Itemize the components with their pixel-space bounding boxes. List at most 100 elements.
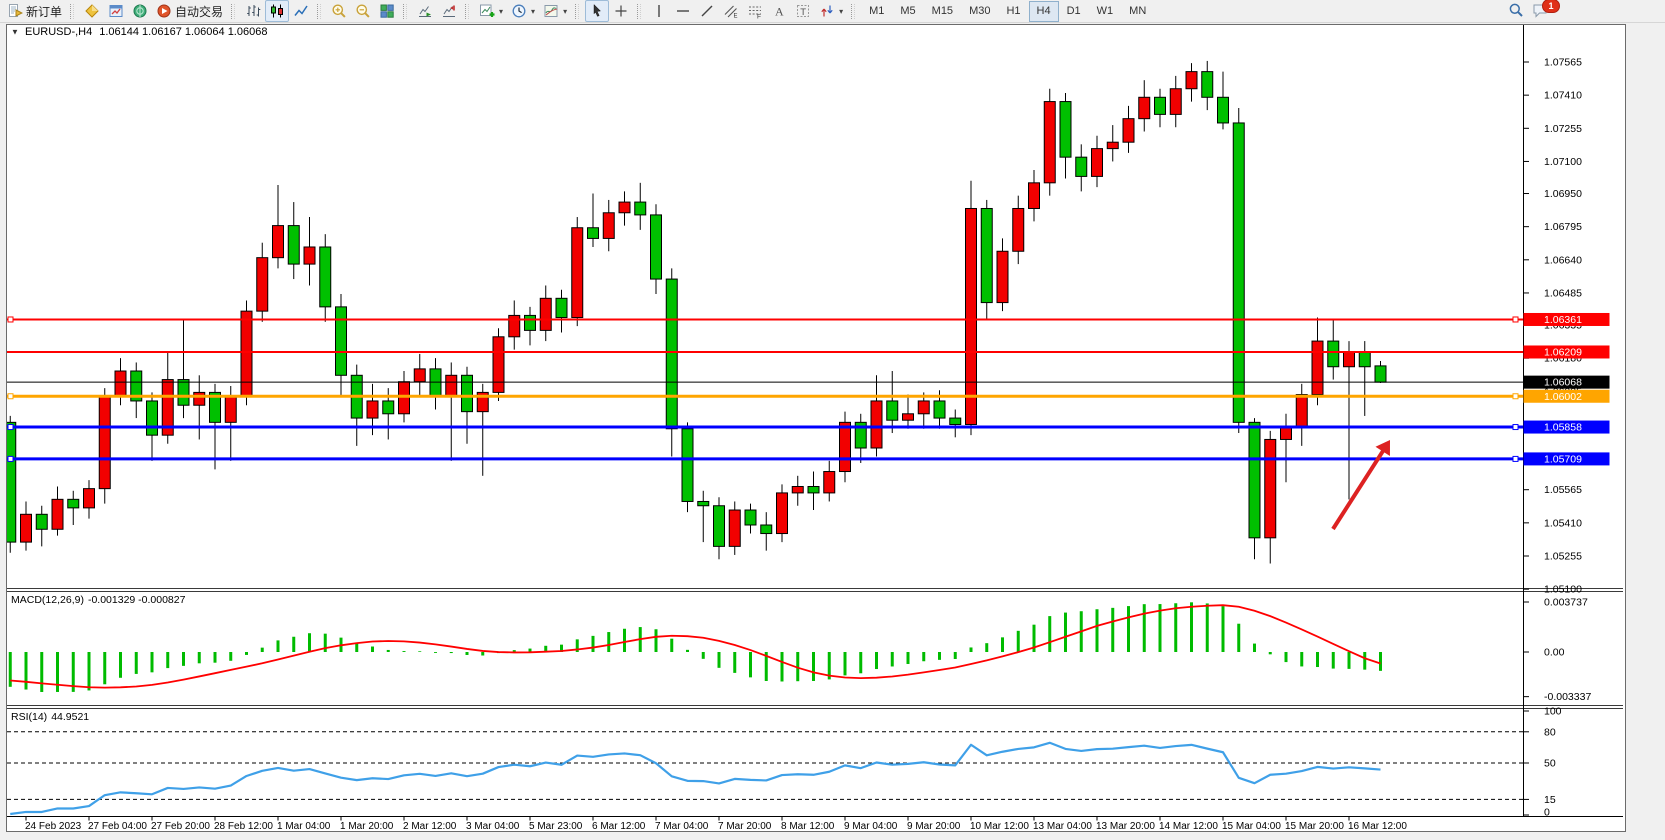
bar-chart-type-button[interactable] bbox=[241, 0, 265, 22]
autotrading-icon bbox=[156, 3, 172, 19]
shapes-icon bbox=[819, 3, 835, 19]
svg-text:1 Mar 04:00: 1 Mar 04:00 bbox=[277, 821, 331, 831]
candle bbox=[1106, 125, 1119, 162]
candle bbox=[791, 475, 804, 506]
symbols-button[interactable] bbox=[80, 0, 104, 22]
svg-text:3 Mar 04:00: 3 Mar 04:00 bbox=[466, 821, 520, 831]
cursor-button[interactable] bbox=[585, 0, 610, 22]
rsi-axis-label: 50 bbox=[1544, 758, 1556, 770]
line-handle[interactable] bbox=[1512, 455, 1519, 462]
candle bbox=[587, 193, 599, 247]
candle bbox=[602, 199, 615, 252]
line-handle[interactable] bbox=[1512, 316, 1519, 323]
macd-signal-line bbox=[10, 604, 1381, 689]
timeframe-d1[interactable]: D1 bbox=[1066, 5, 1081, 17]
candle bbox=[1217, 71, 1229, 130]
candle bbox=[1295, 383, 1308, 446]
candle bbox=[1264, 430, 1277, 564]
timeframe-m15[interactable]: M15 bbox=[931, 5, 954, 17]
timeframe-h1[interactable]: H1 bbox=[1006, 5, 1021, 17]
navigator-button[interactable] bbox=[128, 0, 152, 22]
crosshair-button[interactable] bbox=[609, 0, 633, 22]
candle-chart-type-icon bbox=[269, 3, 285, 19]
svg-text:13 Mar 04:00: 13 Mar 04:00 bbox=[1033, 821, 1092, 831]
candle bbox=[744, 503, 757, 534]
line-chart-type-button[interactable] bbox=[289, 0, 313, 22]
chart-shift-icon bbox=[441, 3, 457, 19]
candle-chart-type-button[interactable] bbox=[265, 0, 290, 22]
trend-arrow[interactable] bbox=[1331, 440, 1390, 531]
zoom-in-button[interactable] bbox=[327, 0, 351, 22]
toolbar-separator bbox=[575, 3, 580, 19]
line-handle[interactable] bbox=[7, 316, 14, 323]
line-handle[interactable] bbox=[7, 455, 14, 462]
toolbar-separator bbox=[231, 3, 236, 19]
svg-text:1.06068: 1.06068 bbox=[1544, 377, 1582, 389]
period-button[interactable]: ▾ bbox=[507, 0, 539, 22]
timeframe-mn[interactable]: MN bbox=[1129, 5, 1147, 17]
chevron-down-icon[interactable]: ▾ bbox=[839, 6, 844, 16]
vertical-line-button[interactable] bbox=[647, 0, 671, 22]
rsi-axis-label: 15 bbox=[1544, 794, 1556, 806]
timeframe-h4[interactable]: H4 bbox=[1028, 0, 1059, 22]
candle bbox=[303, 217, 316, 286]
timeframe-w1[interactable]: W1 bbox=[1096, 5, 1114, 17]
timeframe-m5[interactable]: M5 bbox=[900, 5, 916, 17]
candle bbox=[335, 294, 347, 397]
autotrading-button[interactable]: 自动交易 bbox=[152, 0, 227, 22]
chart-collapse-icon[interactable]: ▼ bbox=[11, 28, 19, 37]
candle bbox=[1154, 88, 1166, 128]
timeframe-m30[interactable]: M30 bbox=[969, 5, 991, 17]
candle bbox=[996, 238, 1009, 312]
candle bbox=[917, 392, 930, 429]
svg-text:1 Mar 20:00: 1 Mar 20:00 bbox=[340, 821, 394, 831]
toolbar-right-icons: 1 bbox=[1508, 0, 1560, 18]
chevron-down-icon[interactable]: ▾ bbox=[563, 6, 568, 16]
horizontal-line-button[interactable] bbox=[671, 0, 695, 22]
svg-text:1.06209: 1.06209 bbox=[1544, 346, 1582, 358]
price-badge: 1.05709 bbox=[1523, 452, 1610, 466]
text-button[interactable]: A bbox=[767, 0, 791, 22]
svg-text:1.05709: 1.05709 bbox=[1544, 453, 1582, 465]
line-handle[interactable] bbox=[1512, 393, 1519, 400]
new-order-button[interactable]: 新订单 bbox=[3, 0, 66, 22]
candle bbox=[1327, 319, 1340, 380]
macd-label: MACD(12,26,9) -0.001329 -0.000827 bbox=[11, 594, 186, 606]
svg-text:1.06795: 1.06795 bbox=[1544, 221, 1582, 233]
tile-windows-button[interactable] bbox=[375, 0, 399, 22]
channel-button[interactable]: E bbox=[719, 0, 743, 22]
svg-text:E: E bbox=[734, 14, 738, 20]
trendline-button[interactable] bbox=[695, 0, 719, 22]
new-order-icon bbox=[7, 3, 23, 19]
line-handle[interactable] bbox=[7, 393, 14, 400]
svg-text:27 Feb 20:00: 27 Feb 20:00 bbox=[151, 821, 210, 831]
search-button[interactable] bbox=[1508, 2, 1524, 18]
chevron-down-icon[interactable]: ▾ bbox=[499, 6, 504, 16]
chevron-down-icon[interactable]: ▾ bbox=[531, 6, 536, 16]
navigator-icon bbox=[132, 3, 148, 19]
line-handle[interactable] bbox=[7, 424, 14, 431]
candle bbox=[555, 289, 568, 333]
add-indicator-button[interactable]: ▾ bbox=[475, 0, 507, 22]
trendline-icon bbox=[699, 3, 715, 19]
candle bbox=[1311, 317, 1324, 406]
svg-text:7 Mar 20:00: 7 Mar 20:00 bbox=[718, 821, 772, 831]
candle bbox=[1232, 107, 1245, 434]
auto-scroll-button[interactable] bbox=[413, 0, 437, 22]
candle bbox=[539, 285, 552, 342]
shapes-button[interactable]: ▾ bbox=[815, 0, 847, 22]
zoom-out-button[interactable] bbox=[351, 0, 375, 22]
chart-shift-button[interactable] bbox=[437, 0, 461, 22]
charts-window-button[interactable] bbox=[104, 0, 128, 22]
line-handle[interactable] bbox=[1512, 424, 1519, 431]
label-button[interactable]: T bbox=[791, 0, 815, 22]
candle bbox=[807, 471, 820, 511]
svg-text:2 Mar 12:00: 2 Mar 12:00 bbox=[403, 821, 457, 831]
charts-window-icon bbox=[108, 3, 124, 19]
template-button[interactable]: ▾ bbox=[539, 0, 571, 22]
fibonacci-button[interactable]: F bbox=[743, 0, 767, 22]
messages-button[interactable]: 1 bbox=[1532, 0, 1560, 18]
candle bbox=[319, 234, 332, 322]
timeframe-m1[interactable]: M1 bbox=[869, 5, 885, 17]
candle bbox=[1169, 75, 1182, 128]
